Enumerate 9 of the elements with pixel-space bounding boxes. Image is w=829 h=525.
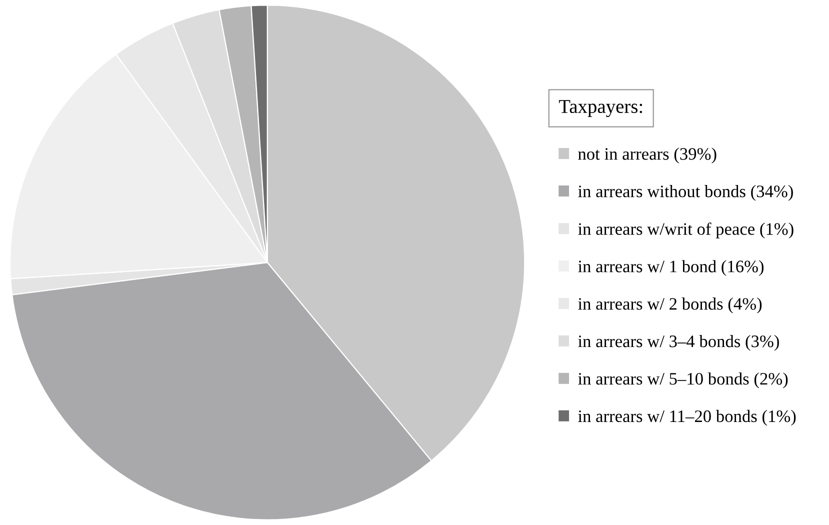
legend-label: in arrears w/ 2 bonds (4%) xyxy=(578,298,762,314)
legend-label: in arrears w/ 3–4 bonds (3%) xyxy=(578,335,779,351)
legend-title: Taxpayers: xyxy=(558,100,642,118)
legend-label: in arrears w/ 5–10 bonds (2%) xyxy=(578,372,788,388)
legend-label: in arrears w/writ of peace (1%) xyxy=(578,222,794,238)
legend-label: in arrears without bonds (34%) xyxy=(578,185,793,201)
legend-label: in arrears w/ 1 bond (16%) xyxy=(578,260,764,276)
legend-label: not in arrears (39%) xyxy=(578,148,716,164)
legend-label: in arrears w/ 11–20 bonds (1%) xyxy=(578,410,796,426)
